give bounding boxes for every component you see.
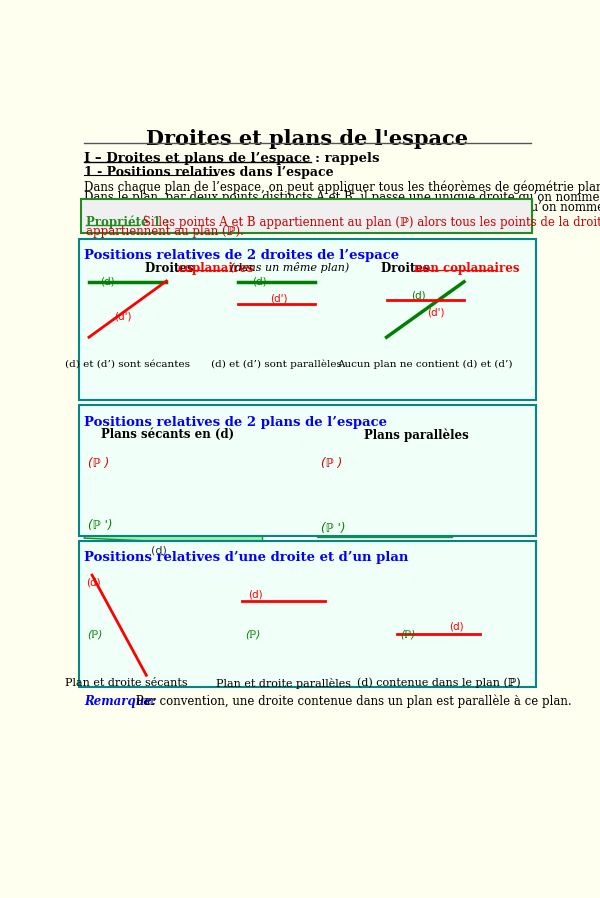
Text: (d): (d) <box>151 546 167 556</box>
Text: (d) et (d’) sont sécantes: (d) et (d’) sont sécantes <box>65 359 190 368</box>
Polygon shape <box>461 571 476 633</box>
FancyBboxPatch shape <box>79 541 536 687</box>
Text: Par convention, une droite contenue dans un plan est parallèle à ce plan.: Par convention, une droite contenue dans… <box>133 694 572 708</box>
Polygon shape <box>205 462 221 524</box>
Text: Plan et droite parallèles: Plan et droite parallèles <box>216 678 351 689</box>
Polygon shape <box>447 273 464 338</box>
Polygon shape <box>412 462 428 520</box>
Text: Remarque:: Remarque: <box>84 694 157 708</box>
Text: non coplanaires: non coplanaires <box>413 261 519 275</box>
Text: Aucun plan ne contient (d) et (d’): Aucun plan ne contient (d) et (d’) <box>338 359 513 369</box>
Polygon shape <box>386 273 464 282</box>
Text: Propriété 1 :: Propriété 1 : <box>86 216 169 229</box>
Polygon shape <box>89 282 149 338</box>
Polygon shape <box>403 571 476 579</box>
Text: Positions relatives de 2 droites de l’espace: Positions relatives de 2 droites de l’es… <box>84 250 400 262</box>
Polygon shape <box>386 282 447 338</box>
Text: Droites: Droites <box>381 261 434 275</box>
Text: (ℙ '): (ℙ ') <box>320 522 345 535</box>
Polygon shape <box>298 273 315 338</box>
Polygon shape <box>349 470 412 520</box>
Text: (ℙ ): (ℙ ) <box>88 457 109 471</box>
Text: (d): (d) <box>101 277 115 286</box>
Polygon shape <box>238 273 315 282</box>
Text: (d'): (d') <box>271 293 288 303</box>
Text: Droites: Droites <box>145 261 197 275</box>
FancyBboxPatch shape <box>81 198 532 233</box>
Text: Dans chaque plan de l’espace, on peut appliquer tous les théorèmes de géométrie : Dans chaque plan de l’espace, on peut ap… <box>84 180 600 194</box>
Text: (ℙ): (ℙ) <box>88 629 103 639</box>
Polygon shape <box>91 571 164 579</box>
Text: I – Droites et plans de l’espace : rappels: I – Droites et plans de l’espace : rappe… <box>84 153 380 165</box>
Text: (d) contenue dans le plan (ℙ): (d) contenue dans le plan (ℙ) <box>356 678 520 688</box>
Polygon shape <box>317 453 452 472</box>
Polygon shape <box>91 579 149 633</box>
Text: Plans sécants en (d): Plans sécants en (d) <box>101 428 235 441</box>
Polygon shape <box>248 579 306 633</box>
Text: Plans parallèles: Plans parallèles <box>364 428 469 442</box>
Text: (ℙ ): (ℙ ) <box>320 457 342 471</box>
Text: (ℙ): (ℙ) <box>245 629 260 639</box>
Polygon shape <box>84 515 263 546</box>
Polygon shape <box>317 518 452 537</box>
Polygon shape <box>84 625 168 642</box>
Text: Si les points A et B appartiennent au plan (ℙ) alors tous les points de la droit: Si les points A et B appartiennent au pl… <box>139 216 600 229</box>
Text: (d'): (d') <box>114 312 131 321</box>
Text: (d): (d) <box>86 577 100 587</box>
Text: (d): (d) <box>412 290 426 300</box>
Text: (d): (d) <box>252 277 266 286</box>
Polygon shape <box>84 453 263 488</box>
Text: (d'): (d') <box>427 308 445 318</box>
Polygon shape <box>149 273 166 338</box>
Text: Dans l’espace, par 3 points non alignés A, B et C, il passe un unique plan qu’on: Dans l’espace, par 3 points non alignés … <box>84 201 600 215</box>
Text: (d): (d) <box>449 621 464 631</box>
Polygon shape <box>89 273 166 282</box>
Text: (d): (d) <box>248 589 262 599</box>
Text: coplanaires: coplanaires <box>178 261 254 275</box>
Polygon shape <box>142 462 221 470</box>
Text: appartiennent au plan (ℙ).: appartiennent au plan (ℙ). <box>86 224 244 238</box>
Text: Dans le plan, par deux points distincts A et B, il passe une unique droite qu’on: Dans le plan, par deux points distincts … <box>84 191 600 204</box>
Polygon shape <box>403 579 461 633</box>
Polygon shape <box>238 282 298 338</box>
Polygon shape <box>149 571 164 633</box>
Text: (dans un même plan): (dans un même plan) <box>227 261 349 273</box>
Text: Droites et plans de l'espace: Droites et plans de l'espace <box>146 129 469 149</box>
FancyBboxPatch shape <box>79 239 536 401</box>
FancyBboxPatch shape <box>79 405 536 536</box>
Text: Plan et droite sécants: Plan et droite sécants <box>65 678 187 688</box>
Text: 1 - Positions relatives dans l’espace: 1 - Positions relatives dans l’espace <box>84 166 334 180</box>
Polygon shape <box>349 462 428 470</box>
Polygon shape <box>306 571 322 633</box>
Text: (ℙ '): (ℙ ') <box>88 519 113 532</box>
Polygon shape <box>142 470 205 524</box>
Text: (d) et (d’) sont parallèles: (d) et (d’) sont parallèles <box>211 359 342 369</box>
Polygon shape <box>248 571 322 579</box>
Polygon shape <box>242 625 325 642</box>
Polygon shape <box>397 625 481 642</box>
Text: Positions relatives de 2 plans de l’espace: Positions relatives de 2 plans de l’espa… <box>84 416 388 428</box>
Text: Positions relatives d’une droite et d’un plan: Positions relatives d’une droite et d’un… <box>84 551 409 564</box>
Text: (ℙ): (ℙ) <box>400 629 415 639</box>
